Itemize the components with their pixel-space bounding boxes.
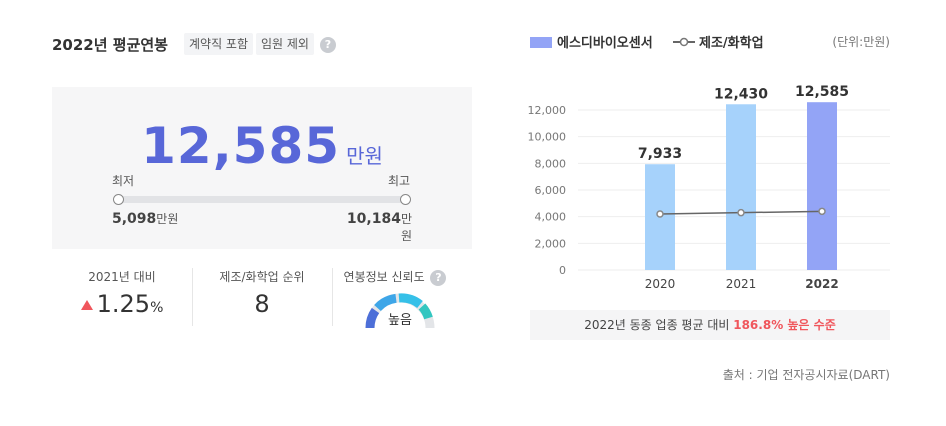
tag-executives-excluded: 임원 제외 — [256, 33, 314, 55]
chart-unit: (단위:만원) — [832, 35, 890, 49]
rank-value: 8 — [254, 290, 270, 318]
max-label: 최고 — [388, 174, 411, 188]
help-icon[interactable]: ? — [320, 37, 336, 53]
rank-label: 제조/화학업 순위 — [219, 270, 305, 284]
gauge-segment-2 — [374, 293, 397, 312]
help-icon[interactable]: ? — [430, 269, 447, 286]
comparison-note-text: 2022년 동종 업종 평균 대비 — [584, 318, 734, 332]
salary-chart: 0 2,000 4,000 6,000 8,000 10,000 12,000 7,933 20… — [528, 84, 890, 291]
min-salary: 5,098만원 — [112, 210, 178, 227]
yoy-change: 1.25% — [52, 290, 192, 318]
yoy-label: 2021년 대비 — [88, 270, 156, 284]
y-tick-label: 4,000 — [535, 211, 567, 224]
salary-range-track — [118, 196, 406, 203]
industry-point — [737, 208, 745, 217]
y-tick-label: 8,000 — [535, 157, 567, 170]
yoy-value: 1.25 — [96, 290, 151, 318]
bar-value-label: 7,933 — [638, 146, 682, 162]
tag-contract-included: 계약직 포함 — [184, 33, 254, 55]
y-tick-label: 2,000 — [535, 237, 567, 250]
min-salary-value: 5,098 — [112, 211, 157, 227]
gauge-segment-1 — [365, 307, 380, 329]
data-source: 출처 : 기업 전자공시자료(DART) — [722, 368, 890, 382]
reliability-value: 높음 — [388, 313, 412, 328]
min-label: 최저 — [112, 174, 135, 188]
gauge-segment-4 — [418, 303, 433, 320]
gauge-segment-3 — [398, 293, 423, 309]
reliability-label-text: 연봉정보 신뢰도 — [343, 270, 425, 284]
max-salary: 10,184만원 — [340, 210, 412, 244]
reliability-gauge — [365, 293, 435, 329]
x-tick-label: 2022 — [805, 277, 838, 291]
stats-divider — [332, 268, 333, 326]
bar-value-label: 12,585 — [795, 84, 849, 100]
average-salary: 12,585 만원 — [52, 117, 472, 175]
min-salary-unit: 만원 — [156, 212, 179, 226]
y-tick-label: 6,000 — [535, 184, 567, 197]
up-arrow-icon — [80, 300, 93, 310]
x-tick-label: 2020 — [645, 277, 676, 291]
bar — [726, 104, 756, 270]
legend-swatch-company — [530, 37, 552, 48]
min-knob — [113, 194, 124, 205]
max-salary-unit: 만원 — [400, 212, 412, 243]
legend-industry: 제조/화학업 — [699, 36, 764, 51]
average-salary-value: 12,585 — [141, 117, 341, 175]
comparison-note: 2022년 동종 업종 평균 대비 186.8% 높은 수준 — [530, 310, 890, 340]
y-tick-label: 0 — [559, 264, 566, 277]
stats-divider — [192, 268, 193, 326]
max-knob — [400, 194, 411, 205]
industry-point — [818, 207, 826, 216]
average-salary-unit: 만원 — [346, 144, 383, 168]
bar — [807, 102, 837, 270]
legend-company: 에스디바이오센서 — [557, 36, 653, 51]
y-tick-label: 12,000 — [528, 104, 567, 117]
comparison-highlight: 186.8% 높은 수준 — [733, 318, 836, 332]
page-title: 2022년 평균연봉 — [52, 36, 168, 54]
max-salary-value: 10,184 — [346, 211, 401, 227]
bar-value-label: 12,430 — [714, 86, 768, 102]
reliability-label: 연봉정보 신뢰도 ? — [325, 268, 465, 286]
yoy-unit: % — [150, 300, 164, 316]
industry-point — [656, 210, 664, 218]
legend-swatch-industry — [673, 37, 695, 47]
salary-summary-panel — [52, 87, 472, 249]
y-tick-label: 10,000 — [528, 131, 567, 144]
x-tick-label: 2021 — [726, 277, 757, 291]
